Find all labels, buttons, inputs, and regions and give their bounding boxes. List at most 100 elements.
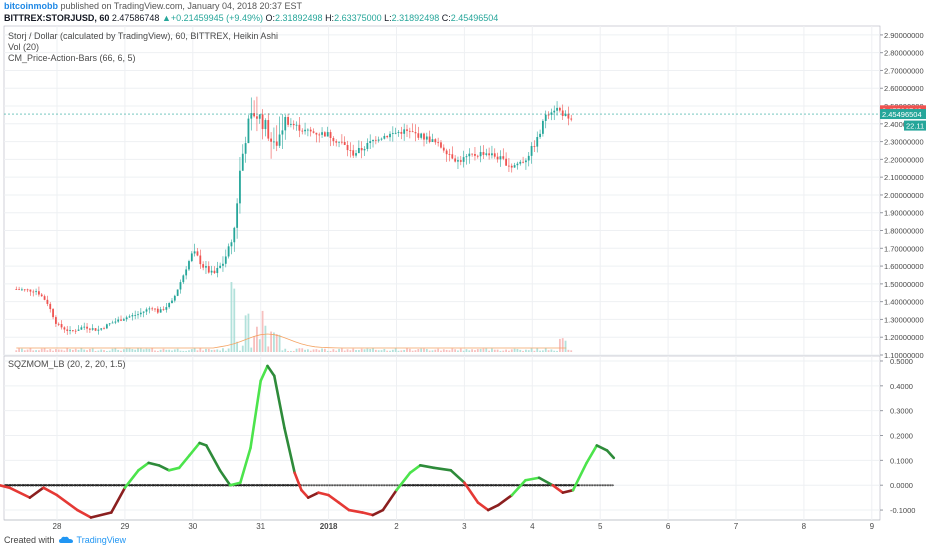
candle-body — [111, 322, 114, 324]
volume-bar — [332, 349, 335, 352]
momentum-segment — [595, 444, 609, 452]
squeeze-dot — [82, 483, 86, 487]
volume-bar — [343, 350, 346, 352]
squeeze-dot — [272, 483, 276, 487]
squeeze-dot — [350, 483, 354, 487]
squeeze-dot — [347, 483, 351, 487]
squeeze-dot — [90, 483, 94, 487]
volume-bar — [445, 349, 448, 352]
candle-body — [306, 129, 309, 131]
squeeze-dot — [319, 483, 322, 487]
momentum-segment — [249, 379, 263, 450]
squeeze-dot — [267, 483, 270, 487]
open-label: O: — [265, 13, 275, 23]
momentum-segment — [537, 476, 554, 487]
squeeze-dot — [303, 483, 307, 487]
volume-bar — [406, 348, 408, 352]
squeeze-dot — [191, 483, 195, 487]
candle-body — [556, 107, 558, 111]
candle-body — [205, 266, 207, 268]
squeeze-dot — [433, 483, 437, 487]
volume-bar — [442, 349, 445, 352]
candle-body — [357, 148, 360, 154]
candle-body — [298, 124, 301, 131]
volume-bar — [142, 349, 145, 352]
squeeze-dot — [121, 483, 125, 487]
squeeze-dot — [566, 483, 569, 487]
candle-body — [250, 113, 253, 119]
price-tick-label: 2.20000000 — [884, 155, 924, 164]
squeeze-dot — [280, 483, 283, 487]
squeeze-dot — [238, 483, 242, 487]
candle-body — [55, 317, 57, 324]
squeeze-dot — [363, 483, 367, 487]
squeeze-dot — [436, 483, 439, 487]
squeeze-dot — [56, 483, 60, 487]
volume-bar — [309, 350, 312, 352]
candle-body — [454, 158, 457, 162]
candle-body — [120, 319, 122, 321]
candle-body — [57, 323, 60, 325]
volume-bar — [179, 350, 182, 352]
squeeze-dot — [420, 483, 424, 487]
squeeze-dot — [524, 483, 528, 487]
squeeze-dot — [264, 483, 268, 487]
volume-bar — [530, 348, 533, 352]
momentum-segment — [561, 488, 575, 494]
volume-bar — [171, 350, 173, 352]
squeeze-dot — [259, 483, 263, 487]
author-link[interactable]: bitcoinmobb — [4, 1, 58, 11]
volume-bar — [454, 349, 457, 352]
squeeze-dot — [77, 483, 81, 487]
candle-body — [527, 155, 530, 161]
candle-body — [408, 130, 411, 132]
volume-bar — [440, 350, 442, 352]
squeeze-dot — [415, 483, 419, 487]
volume-bar — [154, 350, 156, 352]
candle-body — [122, 319, 125, 321]
momentum-segment — [361, 511, 375, 517]
momentum-tick-label: 0.0000 — [890, 481, 913, 490]
time-tick-label: 31 — [256, 522, 265, 531]
squeeze-dot — [241, 483, 244, 487]
candle-body — [547, 114, 550, 116]
candle-body — [542, 120, 544, 134]
volume-bar — [196, 350, 199, 352]
price-tick-label: 1.10000000 — [884, 351, 924, 360]
squeeze-dots — [4, 483, 614, 487]
squeeze-dot — [355, 483, 359, 487]
volume-bar — [312, 349, 315, 352]
candle-body — [397, 131, 400, 133]
squeeze-dot — [600, 483, 603, 487]
volume-bar — [423, 348, 425, 352]
volume-bar — [63, 350, 66, 352]
price-tick-label: 2.60000000 — [884, 84, 924, 93]
squeeze-dot — [54, 483, 57, 487]
squeeze-dot — [9, 483, 13, 487]
candle-body — [485, 153, 488, 155]
price-action-legend: CM_Price-Action-Bars (66, 6, 5) — [8, 53, 136, 63]
squeeze-dot — [33, 483, 36, 487]
volume-bar — [57, 349, 60, 352]
candle-body — [363, 148, 366, 151]
squeeze-dot — [72, 483, 75, 487]
volume-bar — [411, 350, 414, 352]
candle-body — [23, 289, 26, 291]
candle-body — [145, 309, 148, 312]
candle-body — [508, 165, 510, 167]
volume-bar — [465, 349, 468, 352]
squeeze-dot — [147, 483, 151, 487]
volume-bar — [474, 350, 476, 352]
momentum-segment — [476, 501, 490, 512]
volume-bar — [391, 349, 394, 352]
volume-bar — [346, 349, 349, 352]
momentum-segment — [463, 481, 480, 504]
low-value: 2.31892498 — [391, 13, 440, 23]
squeeze-dot — [594, 483, 598, 487]
tradingview-brand[interactable]: TradingView — [76, 535, 127, 545]
squeeze-dot — [587, 483, 590, 487]
candle-body — [329, 132, 332, 138]
candle-body — [558, 107, 561, 111]
price-tick-label: 1.40000000 — [884, 298, 924, 307]
